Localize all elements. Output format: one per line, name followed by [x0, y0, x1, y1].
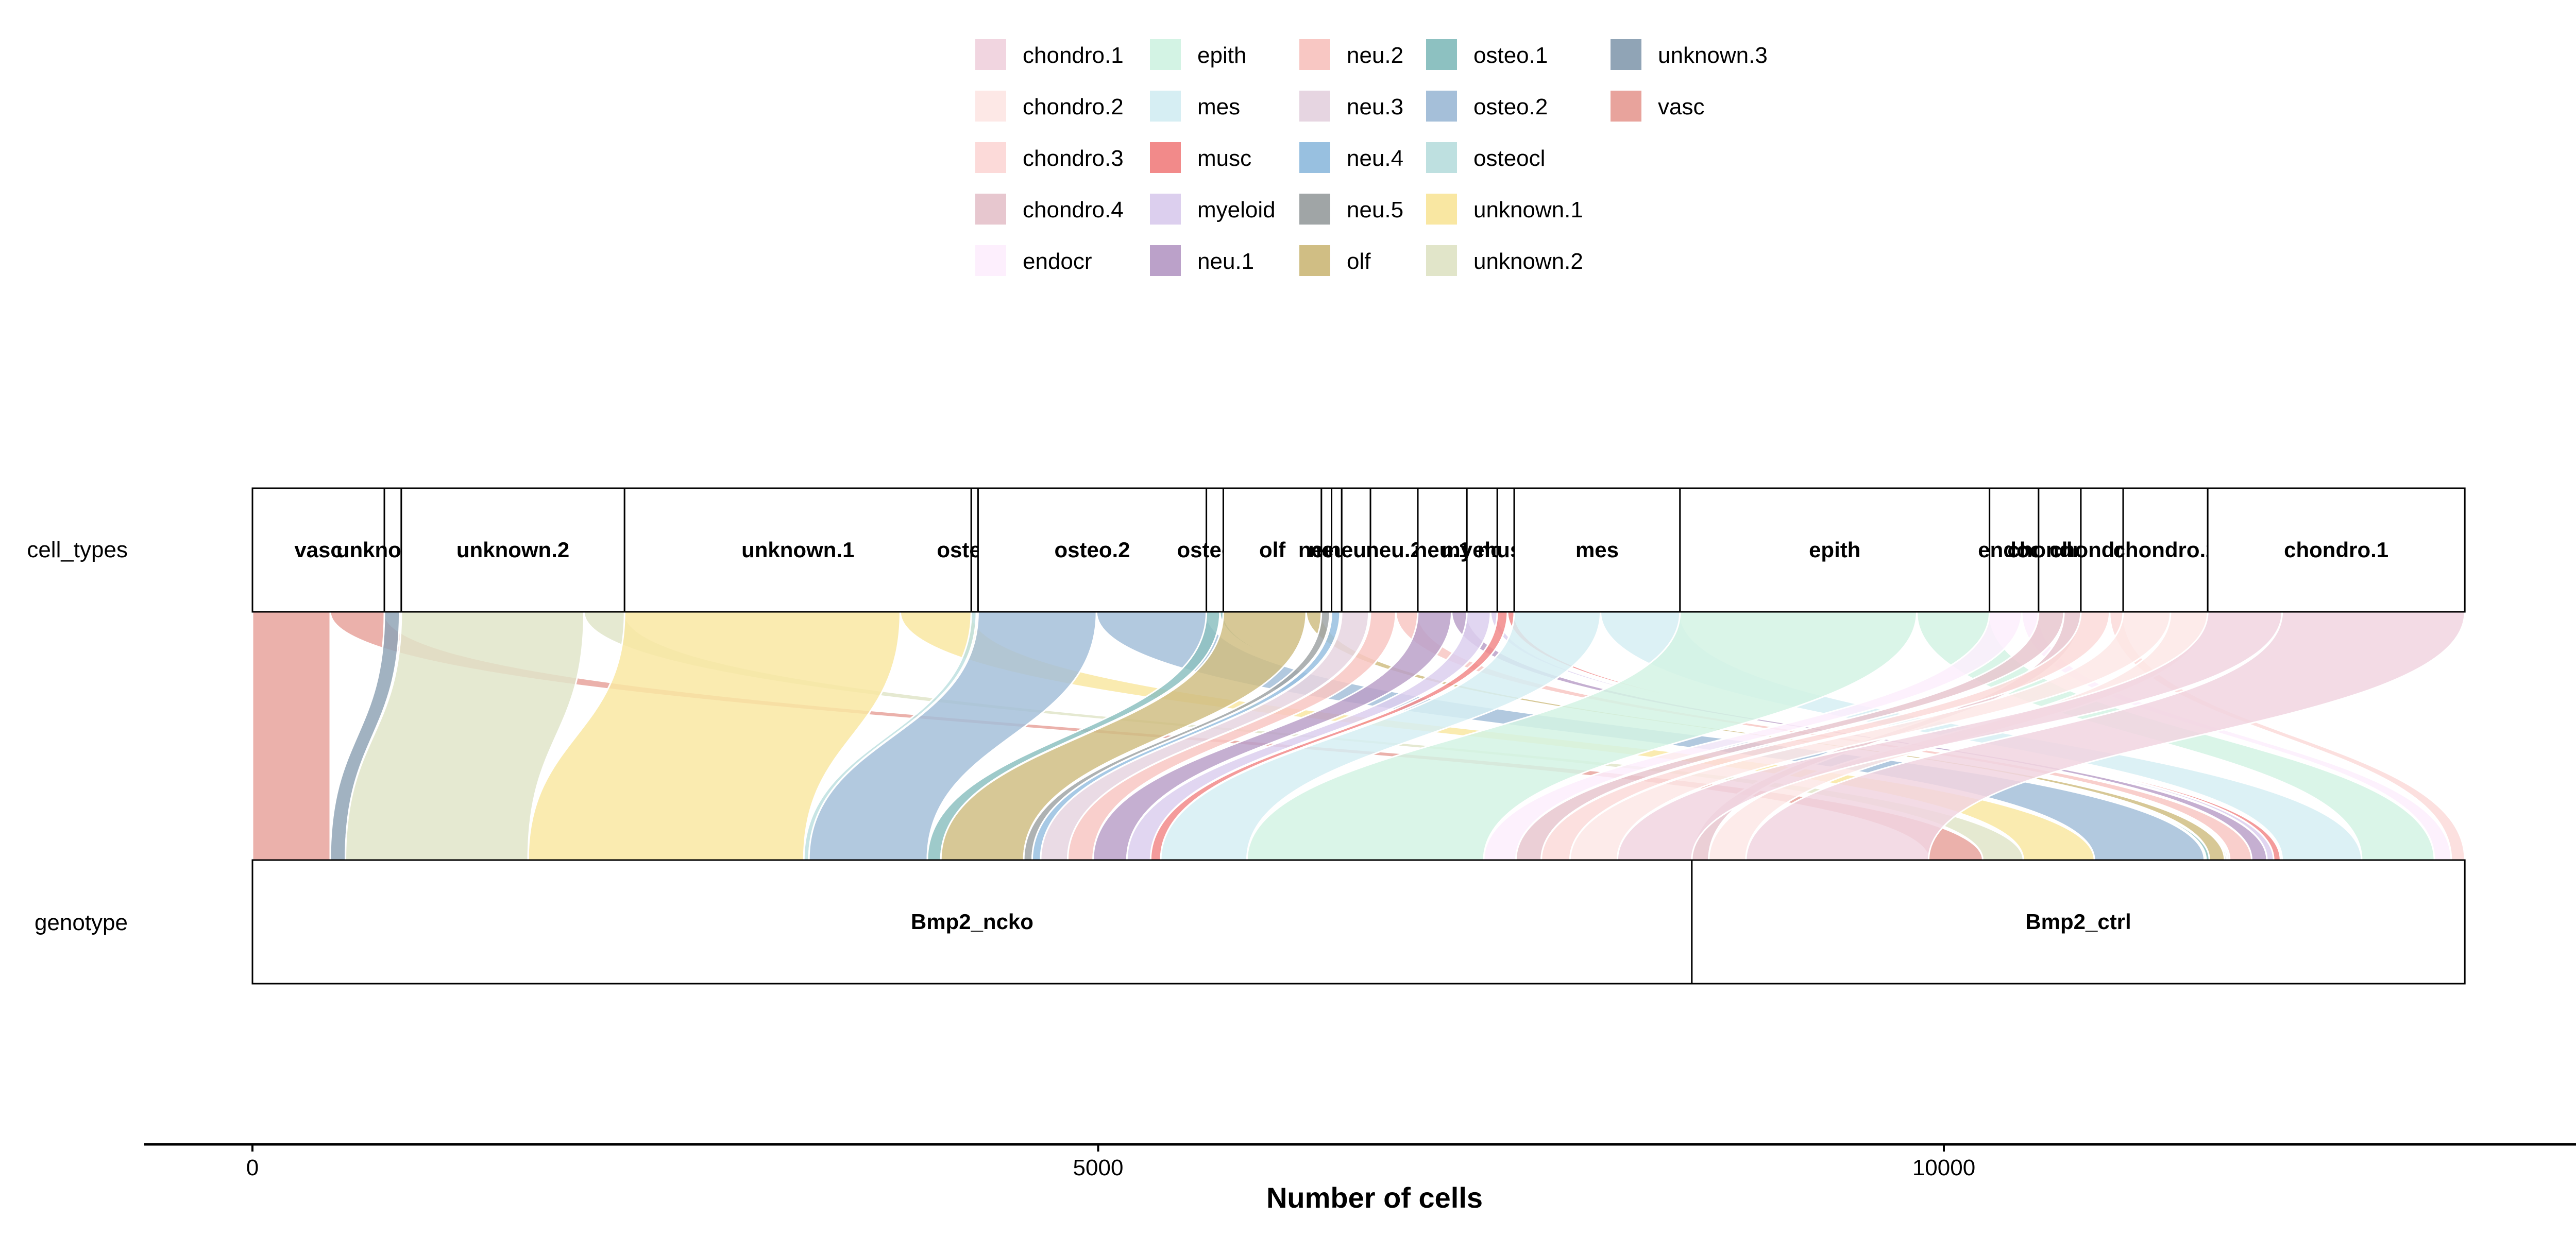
- legend-key-mes: [1150, 91, 1181, 122]
- legend-key-musc: [1150, 142, 1181, 173]
- x-tick-label-5000: 5000: [1073, 1155, 1124, 1180]
- stratum-neu-3: [1341, 487, 1371, 613]
- axis-name-cell-types: cell_types: [27, 537, 128, 562]
- legend-label-neu-1: neu.1: [1197, 249, 1254, 274]
- legend-key-neu-4: [1299, 142, 1330, 173]
- legend-key-neu-3: [1299, 91, 1330, 122]
- stratum-label-unknown-2: unknown.2: [456, 538, 569, 562]
- stratum-label-epith: epith: [1809, 538, 1860, 562]
- legend-label-chondro-3: chondro.3: [1023, 146, 1124, 171]
- legend-key-unknown-2: [1426, 245, 1457, 276]
- legend: chondro.1 chondro.2 chondro.3 chondro.4 endo…: [975, 39, 1768, 276]
- stratum-chondro-3: [2080, 487, 2124, 613]
- stratum-neu-1: [1417, 487, 1468, 613]
- stratum-chondro-1: [2207, 487, 2466, 613]
- alluvial-flows: [251, 611, 2466, 861]
- x-tick-label-0: 0: [246, 1155, 259, 1180]
- legend-label-chondro-4: chondro.4: [1023, 197, 1124, 222]
- legend-label-unknown-3: unknown.3: [1658, 43, 1768, 68]
- legend-key-chondro-2: [975, 91, 1006, 122]
- legend-key-osteo-1: [1426, 39, 1457, 70]
- stratum-myeloid: [1466, 487, 1498, 613]
- legend-label-neu-4: neu.4: [1347, 146, 1403, 171]
- legend-label-unknown-2: unknown.2: [1473, 249, 1583, 274]
- legend-key-chondro-4: [975, 194, 1006, 225]
- legend-label-olf: olf: [1347, 249, 1371, 274]
- legend-label-osteocl: osteocl: [1473, 146, 1545, 171]
- legend-label-epith: epith: [1197, 43, 1246, 68]
- legend-label-mes: mes: [1197, 94, 1240, 119]
- legend-label-osteo-1: osteo.1: [1473, 43, 1548, 68]
- legend-label-unknown-1: unknown.1: [1473, 197, 1583, 222]
- stratum-epith: [1679, 487, 1991, 613]
- genotype-stratum: Bmp2_ncko Bmp2_ctrl: [251, 859, 2466, 985]
- legend-label-neu-2: neu.2: [1347, 43, 1403, 68]
- legend-label-neu-3: neu.3: [1347, 94, 1403, 119]
- legend-key-chondro-3: [975, 142, 1006, 173]
- legend-key-olf: [1299, 245, 1330, 276]
- stratum-chondro-4: [2038, 487, 2082, 613]
- stratum-olf: [1222, 487, 1323, 613]
- legend-key-neu-2: [1299, 39, 1330, 70]
- legend-label-osteo-2: osteo.2: [1473, 94, 1548, 119]
- stratum-label-unknown-1: unknown.1: [741, 538, 854, 562]
- stratum-bmp2-ctrl: [1691, 859, 2466, 985]
- stratum-unknown-2: [400, 487, 625, 613]
- legend-label-musc: musc: [1197, 146, 1251, 171]
- legend-key-myeloid: [1150, 194, 1181, 225]
- legend-label-neu-5: neu.5: [1347, 197, 1403, 222]
- stratum-label-neu-2: neu.2: [1366, 538, 1422, 562]
- legend-label-endocr: endocr: [1023, 249, 1092, 274]
- legend-key-chondro-1: [975, 39, 1006, 70]
- stratum-chondro-2: [2122, 487, 2209, 613]
- x-tick-label-10000: 10000: [1912, 1155, 1975, 1180]
- stratum-osteo-2: [977, 487, 1208, 613]
- legend-key-epith: [1150, 39, 1181, 70]
- stratum-vasc: [251, 487, 385, 613]
- legend-label-myeloid: myeloid: [1197, 197, 1276, 222]
- x-axis-label: Number of cells: [1266, 1181, 1483, 1214]
- stratum-label-vasc: vasc: [294, 538, 342, 562]
- stratum-label-chondro-2: chondro.2: [2113, 538, 2218, 562]
- stratum-label-chondro-1: chondro.1: [2284, 538, 2388, 562]
- legend-key-unknown-1: [1426, 194, 1457, 225]
- legend-key-osteocl: [1426, 142, 1457, 173]
- stratum-endocr: [1989, 487, 2040, 613]
- stratum-label-neu-1: neu.1: [1414, 538, 1471, 562]
- stratum-label-olf: olf: [1259, 538, 1286, 562]
- legend-key-endocr: [975, 245, 1006, 276]
- stratum-label-osteo-2: osteo.2: [1054, 538, 1130, 562]
- legend-key-unknown-3: [1611, 39, 1641, 70]
- stratum-label-mes: mes: [1575, 538, 1619, 562]
- legend-label-vasc: vasc: [1658, 94, 1704, 119]
- legend-key-osteo-2: [1426, 91, 1457, 122]
- legend-label-chondro-2: chondro.2: [1023, 94, 1124, 119]
- legend-key-vasc: [1611, 91, 1641, 122]
- axis-name-genotype: genotype: [35, 910, 128, 935]
- legend-key-neu-5: [1299, 194, 1330, 225]
- stratum-musc: [1496, 487, 1515, 613]
- stratum-label-bmp2-ctrl: Bmp2_ctrl: [2025, 909, 2131, 934]
- legend-key-neu-1: [1150, 245, 1181, 276]
- flow-vasc-bmp2-ncko: [251, 611, 331, 861]
- stratum-label-bmp2-ncko: Bmp2_ncko: [911, 909, 1033, 934]
- x-axis-ticks: 0 5000 10000: [246, 1144, 1975, 1180]
- stratum-bmp2-ncko: [251, 859, 1693, 985]
- legend-label-chondro-1: chondro.1: [1023, 43, 1124, 68]
- stratum-unknown-3: [383, 487, 402, 613]
